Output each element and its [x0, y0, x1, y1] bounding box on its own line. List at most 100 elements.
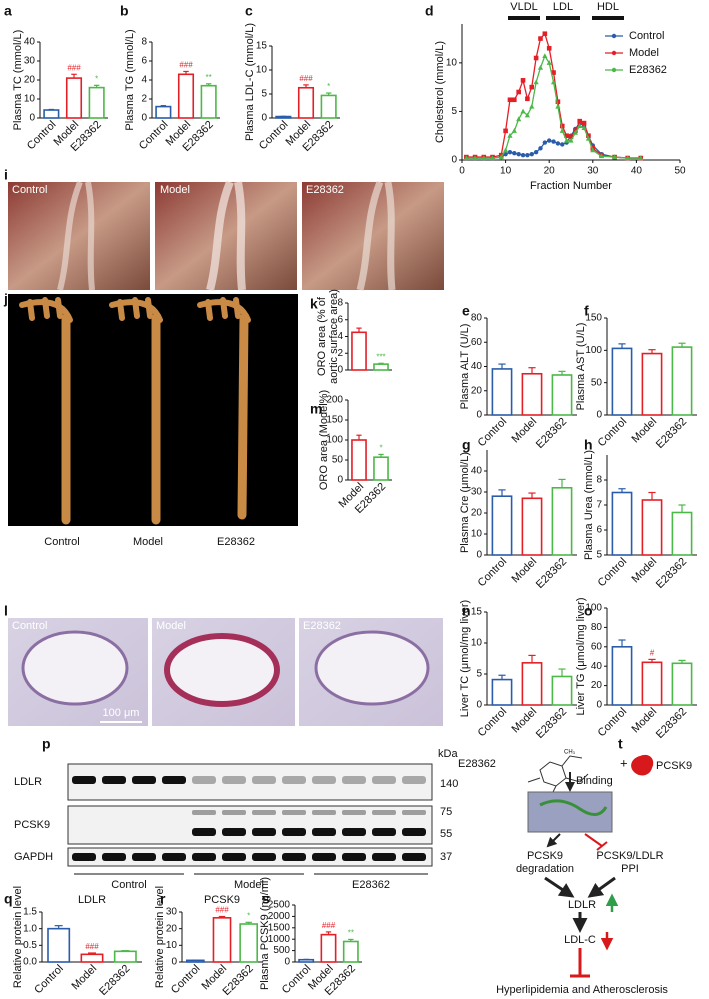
bar — [80, 953, 104, 963]
point — [564, 137, 570, 143]
plus-sign: + — [620, 755, 628, 770]
x-tick-label: 10 — [500, 166, 512, 177]
point — [568, 134, 574, 139]
point — [581, 125, 587, 130]
x-axis-label: Fraction Number — [530, 180, 612, 192]
y-tick-label: 0 — [171, 957, 177, 968]
point — [568, 137, 574, 143]
band — [192, 828, 216, 836]
y-tick-label: 0 — [451, 155, 457, 166]
node-label: PPI — [621, 863, 639, 875]
bar — [177, 73, 195, 119]
y-tick-label: 100 — [326, 435, 343, 446]
bar — [200, 84, 217, 119]
panel-letter: m — [310, 401, 322, 417]
x-tick-label: Control — [280, 963, 314, 997]
band — [72, 853, 96, 861]
band — [252, 828, 276, 836]
significance: ### — [215, 906, 229, 915]
band — [162, 776, 186, 784]
x-tick-label: Control — [596, 556, 630, 590]
point — [529, 103, 535, 109]
y-axis-label: Plasma Urea (mmol/L) — [583, 450, 595, 560]
point — [555, 99, 561, 105]
y-tick-label: 2 — [141, 94, 147, 105]
bar — [351, 331, 367, 371]
y-tick-label: 0 — [337, 365, 343, 376]
bar — [373, 456, 389, 481]
band — [102, 853, 126, 861]
point — [498, 154, 504, 160]
bar — [521, 497, 543, 556]
point — [538, 146, 543, 151]
point — [516, 116, 522, 122]
y-tick-label: 1000 — [268, 934, 291, 945]
point — [516, 89, 521, 95]
legend-label: E28362 — [629, 64, 667, 76]
band — [192, 810, 216, 815]
bar — [239, 923, 258, 963]
x-tick-label: 50 — [674, 166, 686, 177]
panel-letter: r — [160, 891, 166, 907]
point — [625, 155, 631, 161]
fraction-label: VLDL — [510, 1, 538, 13]
point — [512, 151, 517, 156]
y-tick-label: 20 — [471, 508, 483, 519]
point — [612, 154, 618, 160]
node-label: degradation — [516, 863, 574, 875]
y-tick-label: 6 — [141, 56, 147, 67]
bar — [671, 346, 693, 416]
y-tick-label: 0 — [29, 113, 35, 124]
y-tick-label: 0 — [596, 410, 602, 421]
blot-marker: 37 — [440, 851, 452, 863]
y-tick-label: 10 — [446, 57, 458, 68]
bar — [65, 77, 83, 119]
panel-letter: h — [584, 437, 593, 453]
y-axis-label: Relative protein level — [154, 886, 166, 988]
photo-caption: E28362 — [217, 536, 255, 548]
significance: ### — [67, 63, 81, 72]
band — [372, 828, 396, 836]
x-tick-label: 30 — [587, 166, 599, 177]
y-tick-label: 1.5 — [23, 907, 37, 918]
bar — [671, 511, 693, 556]
photo-row-i — [8, 180, 444, 291]
y-tick-label: 100 — [585, 345, 602, 356]
photo-caption: Control — [44, 536, 79, 548]
y-tick-label: 15 — [471, 607, 483, 618]
y-tick-label: 4 — [337, 331, 343, 342]
bar — [351, 439, 367, 481]
point — [511, 128, 517, 133]
protein-label: PCSK9 — [656, 760, 692, 772]
y-tick-label: 30 — [471, 487, 483, 498]
bar — [641, 352, 663, 416]
band — [252, 776, 276, 784]
y-tick-label: 15 — [256, 41, 268, 52]
y-axis-label: Plasma Cre (μmol/L) — [459, 452, 471, 553]
point — [520, 152, 526, 158]
y-tick-label: 5 — [476, 669, 482, 680]
point — [577, 118, 583, 124]
band — [222, 828, 246, 836]
panel-letter: j — [3, 291, 8, 307]
blot-unit: kDa — [438, 748, 458, 760]
panel-letter: n — [462, 603, 471, 619]
bar — [551, 374, 573, 416]
point — [564, 133, 569, 139]
y-tick-label: 2500 — [268, 900, 291, 911]
y-tick-label: 1500 — [268, 922, 291, 933]
y-tick-label: 500 — [273, 945, 290, 956]
point — [598, 153, 605, 159]
y-tick-label: 5 — [596, 550, 602, 561]
x-tick-label: Control — [596, 706, 630, 740]
y-tick-label: 0 — [596, 700, 602, 711]
panel-letter: o — [584, 603, 593, 619]
y-tick-label: 50 — [332, 455, 344, 466]
band — [102, 776, 126, 784]
bar — [320, 933, 337, 963]
protein-icon — [631, 754, 654, 776]
point — [525, 96, 530, 102]
x-tick-label: Control — [596, 416, 630, 450]
y-tick-label: 50 — [591, 377, 603, 388]
